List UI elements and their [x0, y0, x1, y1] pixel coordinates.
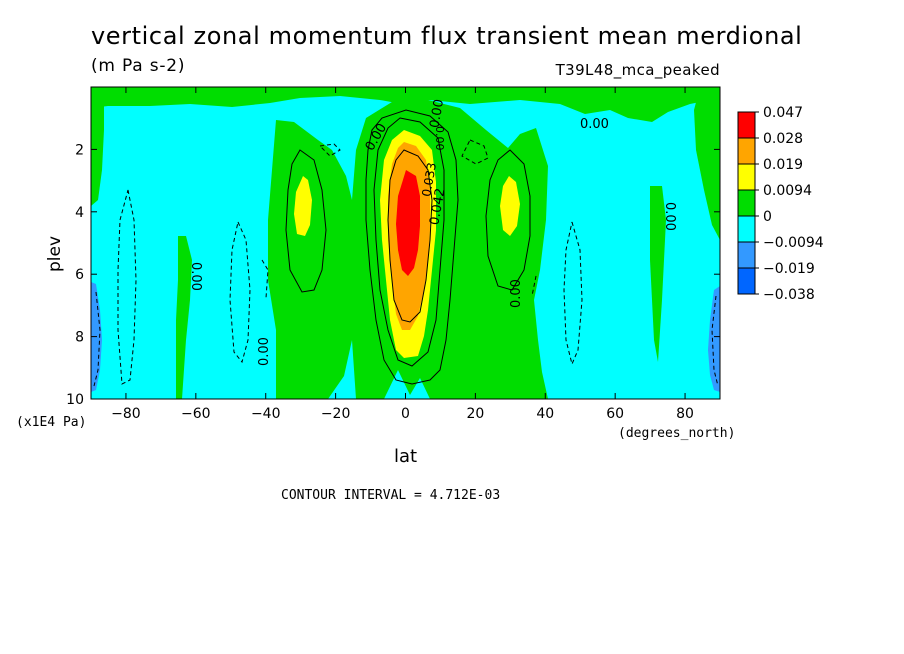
- yellow-north-lobe: [500, 176, 520, 236]
- legend-label: 0.047: [763, 105, 803, 121]
- run-id: T39L48_mca_peaked: [555, 61, 720, 79]
- contour-labels: 0.00 0.00 0.00 0.00 0.00 0.00 0.00 0.00 …: [188, 98, 677, 366]
- legend-swatch: [737, 215, 756, 243]
- legend-label: 0: [763, 209, 772, 225]
- red-center: [396, 170, 420, 276]
- dashed-contour: [261, 259, 269, 299]
- contour-line: [387, 149, 433, 323]
- x-tick-label: −60: [181, 406, 211, 422]
- dashed-contour: [318, 143, 341, 157]
- legend-label: −0.019: [763, 261, 815, 277]
- x-axis-units: (degrees_north): [618, 426, 736, 441]
- x-axis-ticks: −80 −60 −40 −20 0 20 40 60 80: [111, 87, 694, 422]
- y-axis-units: (x1E4 Pa): [16, 415, 87, 430]
- legend-label: −0.038: [763, 287, 815, 303]
- contour-line: [373, 117, 445, 367]
- x-tick-label: 0: [401, 406, 410, 422]
- x-tick-label: 80: [676, 406, 694, 422]
- dashed-contour: [117, 189, 137, 385]
- y-tick-label: 8: [75, 330, 84, 346]
- legend: 0.047 0.028 0.019 0.0094 0 −0.0094 −0.019 −0.03…: [737, 105, 824, 303]
- green-right-edge: [694, 87, 720, 240]
- dashed-contour: [711, 295, 719, 387]
- contour-label: 0.00: [433, 126, 446, 151]
- legend-swatch: [737, 111, 756, 139]
- x-tick-label: 60: [606, 406, 624, 422]
- contour-label: 0.00: [257, 337, 272, 366]
- contour-lines: [285, 109, 531, 385]
- contour-label: 0.00: [580, 117, 609, 132]
- x-tick-label: −80: [111, 406, 141, 422]
- contour-line: [365, 109, 459, 385]
- blue-north-edge: [708, 286, 720, 392]
- legend-label: 0.0094: [763, 183, 812, 199]
- legend-label: 0.019: [763, 157, 803, 173]
- x-tick-label: −20: [321, 406, 351, 422]
- contour-label: 0.00: [662, 202, 677, 231]
- x-tick-label: 20: [466, 406, 484, 422]
- y-tick-label: 6: [75, 267, 84, 283]
- contour-line: [485, 149, 531, 291]
- contour-label: 0.00: [509, 279, 524, 308]
- legend-label: 0.028: [763, 131, 803, 147]
- dashed-contour: [563, 221, 583, 366]
- green-south-lobe: [176, 236, 192, 399]
- x-tick-label: 40: [536, 406, 554, 422]
- y-tick-label: 10: [66, 392, 84, 408]
- green-top-band: [91, 87, 720, 122]
- chart-title: vertical zonal momentum flux transient m…: [91, 22, 803, 50]
- x-tick-label: −40: [251, 406, 281, 422]
- contour-label: 0.042: [427, 187, 448, 226]
- y-tick-label: 2: [75, 142, 84, 158]
- contour-label: 0.033: [419, 161, 439, 197]
- chart-units: (m Pa s-2): [91, 56, 186, 76]
- legend-swatch: [737, 267, 756, 295]
- dashed-contour: [93, 291, 101, 387]
- legend-swatch: [737, 137, 756, 165]
- yellow-south-lobe: [294, 176, 312, 236]
- y-tick-label: 4: [75, 205, 84, 221]
- legend-swatch: [737, 189, 756, 217]
- legend-swatch: [737, 163, 756, 191]
- legend-swatch: [737, 241, 756, 269]
- x-axis-label: lat: [394, 446, 418, 467]
- contour-interval: CONTOUR INTERVAL = 4.712E-03: [281, 488, 501, 503]
- green-left-edge: [91, 87, 104, 206]
- dashed-contours: [93, 139, 719, 387]
- green-north-strip: [650, 186, 666, 362]
- legend-label: −0.0094: [763, 235, 824, 251]
- dashed-contour: [229, 220, 251, 364]
- y-axis-ticks: 2 4 6 8 10: [66, 142, 720, 408]
- contour-label: 0.00: [427, 98, 447, 129]
- contour-line: [285, 149, 327, 293]
- contour-label: 0.00: [188, 262, 203, 291]
- dashed-contour: [531, 275, 537, 297]
- plot-area: [91, 87, 720, 399]
